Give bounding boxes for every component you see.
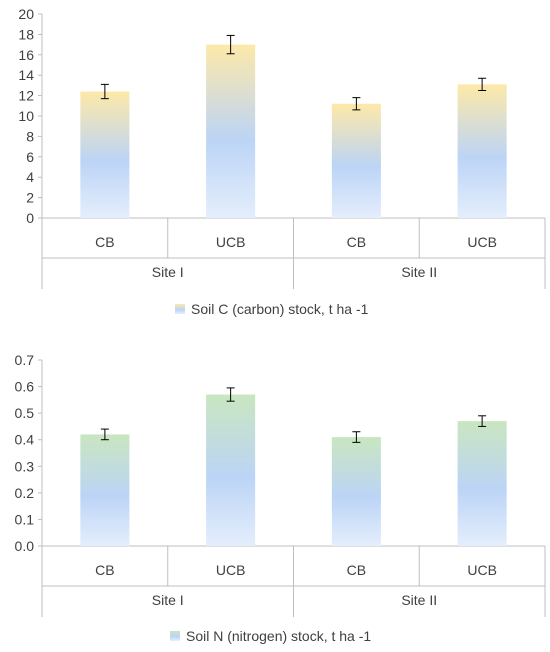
bar [80, 434, 130, 546]
x-tick-label: UCB [467, 562, 497, 578]
y-tick-label: 0.1 [15, 511, 35, 527]
group-label: Site II [401, 264, 437, 280]
y-tick-label: 10 [18, 108, 34, 124]
bar [457, 421, 507, 546]
x-tick-label: CB [95, 234, 114, 250]
bar [457, 84, 507, 218]
y-tick-label: 6 [26, 149, 34, 165]
y-tick-label: 0 [26, 210, 34, 226]
group-label: Site I [152, 264, 184, 280]
y-tick-label: 0.6 [15, 379, 35, 395]
x-tick-label: UCB [216, 562, 246, 578]
legend-label: Soil C (carbon) stock, t ha -1 [191, 301, 369, 317]
x-tick-label: CB [347, 562, 366, 578]
x-tick-label: CB [347, 234, 366, 250]
legend-swatch [170, 631, 180, 641]
y-tick-label: 0.7 [15, 352, 35, 368]
bar [206, 44, 256, 218]
group-label: Site II [401, 592, 437, 608]
y-tick-label: 14 [18, 67, 34, 83]
y-tick-label: 20 [18, 6, 34, 22]
y-tick-label: 2 [26, 190, 34, 206]
group-label: Site I [152, 592, 184, 608]
legend-label: Soil N (nitrogen) stock, t ha -1 [186, 628, 371, 644]
y-tick-label: 0.3 [15, 458, 35, 474]
y-tick-label: 12 [18, 88, 34, 104]
bar [206, 394, 256, 546]
y-tick-label: 0.4 [15, 432, 35, 448]
legend-swatch [175, 304, 185, 314]
y-tick-label: 16 [18, 47, 34, 63]
y-tick-label: 8 [26, 128, 34, 144]
y-tick-label: 0.2 [15, 485, 35, 501]
chart-2: 0.0 0.1 0.2 0.3 0.4 0.5 0.6 0.7 CB UCB CB UCB Site I… [15, 352, 546, 644]
bar [80, 91, 130, 218]
x-tick-label: CB [95, 562, 114, 578]
y-tick-label: 0.5 [15, 405, 35, 421]
y-tick-label: 0.0 [15, 538, 35, 554]
x-tick-label: UCB [216, 234, 246, 250]
y-tick-label: 18 [18, 26, 34, 42]
chart-1: 0 2 4 6 8 10 12 14 16 18 20 CB UCB CB UCB Site I Site II… [18, 6, 546, 317]
bar [331, 103, 381, 218]
bar [331, 437, 381, 546]
x-tick-label: UCB [467, 234, 497, 250]
y-tick-label: 4 [26, 169, 34, 185]
